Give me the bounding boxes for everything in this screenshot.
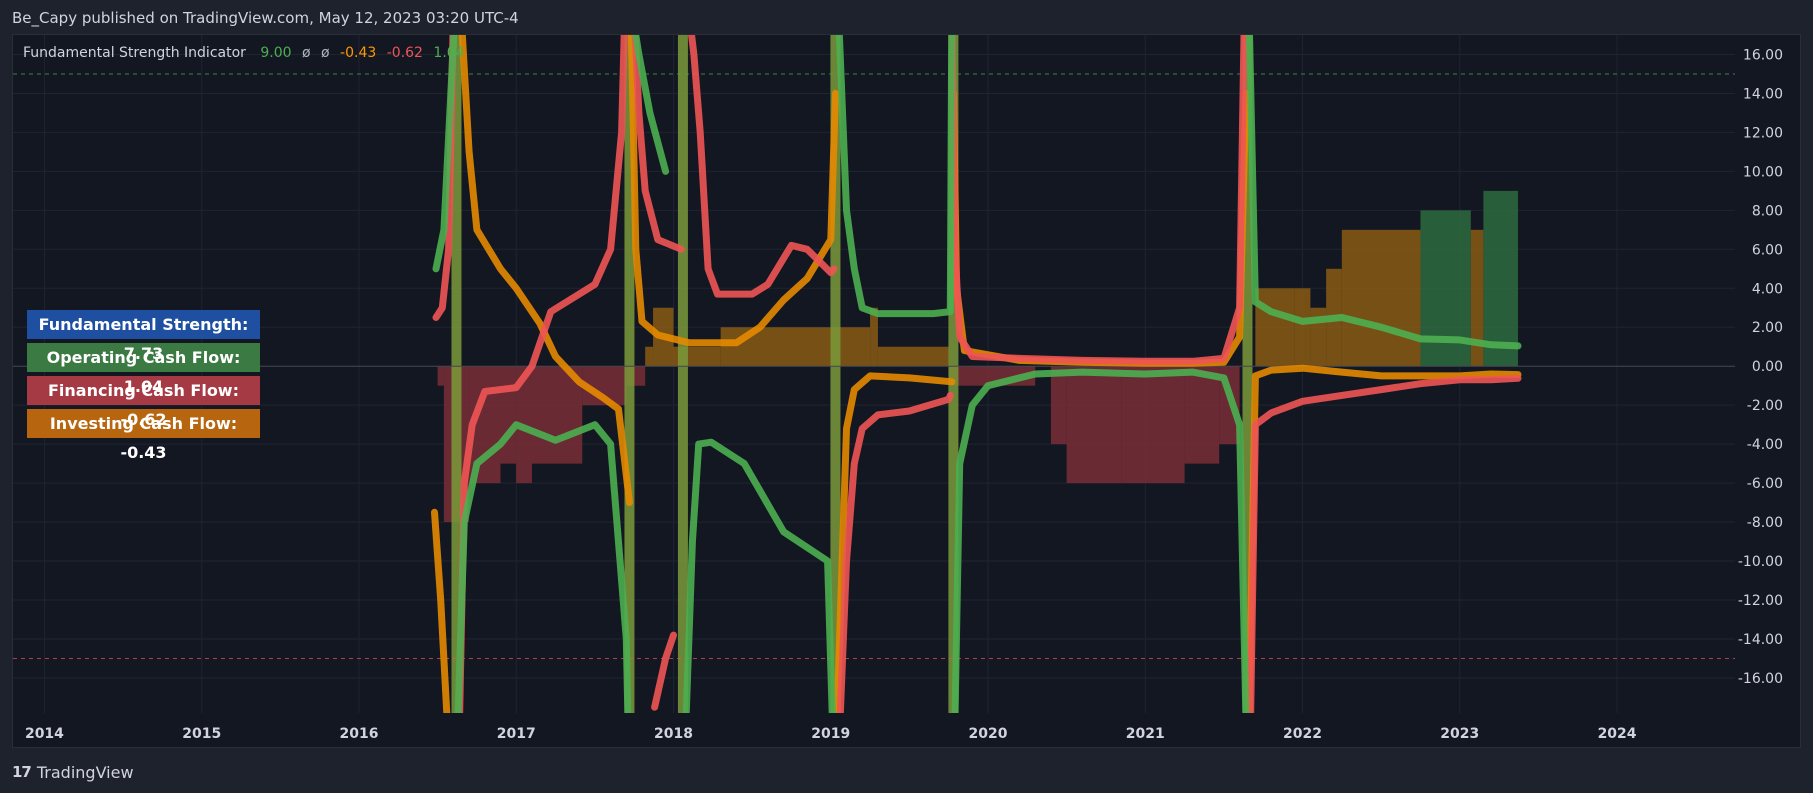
operating-cash-flow-line xyxy=(1246,35,1522,350)
operating-cash-flow-line xyxy=(682,438,836,713)
financing-cash-flow-line xyxy=(456,35,628,713)
y-tick-label: 14.00 xyxy=(1743,86,1783,102)
x-tick-label: 2020 xyxy=(969,726,1008,742)
financing-cash-flow-box: Financing Cash Flow: -0.62 xyxy=(27,376,260,429)
investing-cash-flow-line xyxy=(431,508,451,713)
spike-column xyxy=(677,35,688,713)
x-tick-label: 2022 xyxy=(1283,726,1322,742)
histogram-bar xyxy=(1050,366,1067,445)
histogram-bar xyxy=(1483,190,1518,367)
plot-area xyxy=(13,35,1735,713)
indicator-name[interactable]: Fundamental Strength Indicator xyxy=(23,45,246,61)
legend-value-1: 9.00 xyxy=(260,45,292,61)
histogram-bar xyxy=(720,327,831,367)
spike-column xyxy=(948,35,959,713)
legend-value-5: -0.62 xyxy=(386,45,423,61)
histogram-bar xyxy=(1121,366,1185,484)
histogram-bar xyxy=(531,366,556,464)
y-tick-label: 2.00 xyxy=(1752,320,1783,336)
histogram-bar xyxy=(500,366,517,464)
histogram-bar xyxy=(1066,366,1122,484)
info-table: Fundamental Strength: 7.73 Operating Cas… xyxy=(27,310,260,462)
y-tick-label: -10.00 xyxy=(1738,554,1783,570)
x-tick-label: 2018 xyxy=(654,726,693,742)
spike-column xyxy=(830,35,841,713)
attribution-bar: Be_Capy published on TradingView.com, Ma… xyxy=(0,0,1813,34)
y-tick-label: -6.00 xyxy=(1747,476,1783,492)
histogram-bar xyxy=(1184,366,1220,464)
fundamental-strength-box: Fundamental Strength: 7.73 xyxy=(27,310,260,363)
investing-cash-flow-line xyxy=(949,89,1250,367)
financing-cash-flow-line xyxy=(948,35,1248,365)
investing-cash-flow-line xyxy=(627,35,839,347)
indicator-legend[interactable]: Fundamental Strength Indicator 9.00 ø ø … xyxy=(23,45,465,61)
legend-value-6: 1.04 xyxy=(433,45,465,61)
investing-cash-flow-box: Investing Cash Flow: -0.43 xyxy=(27,409,260,462)
y-tick-label: -8.00 xyxy=(1747,515,1783,531)
y-tick-label: 10.00 xyxy=(1743,164,1783,180)
brand-name: TradingView xyxy=(36,762,134,782)
footer-brand[interactable]: 17 TradingView xyxy=(12,760,134,784)
histogram-bar xyxy=(645,346,654,367)
y-tick-label: -4.00 xyxy=(1747,437,1783,453)
x-tick-label: 2019 xyxy=(811,726,850,742)
y-tick-label: -2.00 xyxy=(1747,398,1783,414)
x-tick-label: 2016 xyxy=(339,726,378,742)
financing-cash-flow-line xyxy=(1247,374,1522,713)
operating-cash-flow-line xyxy=(432,35,458,273)
y-tick-label: 6.00 xyxy=(1752,242,1783,258)
legend-value-4: -0.43 xyxy=(340,45,377,61)
spike-column xyxy=(624,35,635,713)
operating-cash-flow-line xyxy=(632,35,670,175)
x-tick-label: 2021 xyxy=(1126,726,1165,742)
y-tick-label: 16.00 xyxy=(1743,47,1783,63)
spike-column xyxy=(1242,35,1253,713)
y-tick-label: -16.00 xyxy=(1738,671,1783,687)
histogram-bar xyxy=(870,307,878,367)
x-tick-label: 2017 xyxy=(497,726,536,742)
x-tick-label: 2023 xyxy=(1440,726,1479,742)
spike-column xyxy=(451,35,462,713)
investing-cash-flow-line xyxy=(1245,364,1522,713)
attribution-text: Be_Capy published on TradingView.com, Ma… xyxy=(12,9,519,27)
legend-value-3: ø xyxy=(321,45,330,61)
financing-cash-flow-line xyxy=(836,391,954,713)
x-tick-label: 2024 xyxy=(1598,726,1637,742)
operating-cash-flow-line xyxy=(454,421,632,713)
histogram-bar xyxy=(1255,288,1295,367)
y-tick-label: -14.00 xyxy=(1738,632,1783,648)
histogram-bar xyxy=(1470,229,1484,367)
chart-svg[interactable]: 16.00 14.00 12.00 10.00 8.00 6.00 4.00 2.00 0.00… xyxy=(13,35,1800,747)
chart-panel[interactable]: 16.00 14.00 12.00 10.00 8.00 6.00 4.00 2.00 0.00… xyxy=(12,34,1801,748)
financing-cash-flow-line xyxy=(688,35,838,298)
y-tick-label: 4.00 xyxy=(1752,281,1783,297)
y-tick-label: -12.00 xyxy=(1738,593,1783,609)
operating-cash-flow-box: Operating Cash Flow: 1.04 xyxy=(27,343,260,396)
y-tick-label: 0.00 xyxy=(1752,359,1783,375)
financing-cash-flow-line xyxy=(651,631,677,711)
y-tick-label: 8.00 xyxy=(1752,203,1783,219)
histogram-bar xyxy=(1294,288,1311,367)
x-tick-label: 2014 xyxy=(25,726,64,742)
y-tick-label: 12.00 xyxy=(1743,125,1783,141)
histogram-bar xyxy=(877,346,949,367)
histogram-bar xyxy=(437,366,444,386)
legend-value-2: ø xyxy=(301,45,311,61)
operating-cash-flow-line xyxy=(835,35,956,318)
x-tick-label: 2015 xyxy=(182,726,221,742)
histogram-bar xyxy=(1341,229,1421,367)
financing-cash-flow-line xyxy=(631,35,685,253)
operating-cash-flow-line xyxy=(951,368,1250,713)
investing-cash-flow-line xyxy=(833,372,956,713)
investing-cash-flow-line xyxy=(458,35,633,507)
tradingview-logo-icon: 17 xyxy=(12,763,32,781)
